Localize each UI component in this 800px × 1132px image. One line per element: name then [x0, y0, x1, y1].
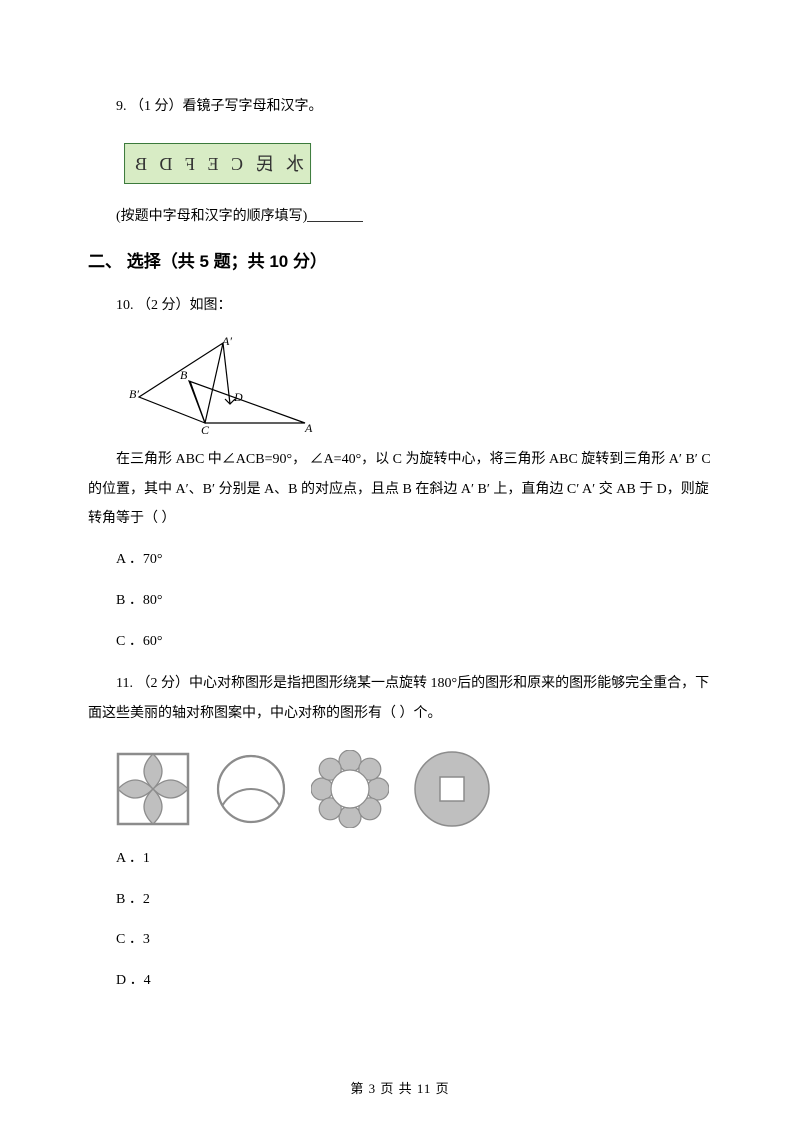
q11-opt-a: A ．1: [88, 846, 712, 873]
q9-note: (按题中字母和汉字的顺序填写): [88, 204, 712, 231]
shape-flower: [311, 750, 389, 828]
svg-text:B: B: [180, 368, 188, 382]
q11-number: 11. （2 分）中心对称图形是指把图形绕某一点旋转 180°后的图形和原来的图…: [88, 669, 712, 728]
shape-petals-square: [116, 752, 190, 826]
mirror-chars: 水 民 C E F D B: [131, 154, 304, 174]
q10-body: 在三角形 ABC 中∠ACB=90°， ∠A=40°，以 C 为旋转中心，将三角…: [88, 445, 712, 533]
q9-note-prefix: (按题中字母和汉字的顺序填写): [116, 209, 307, 224]
q11-opt-b: B ．2: [88, 887, 712, 914]
fill-blank: [307, 207, 363, 222]
shape-coin: [413, 750, 491, 828]
q10-number: 10. （2 分）如图：: [88, 293, 712, 320]
q9-number: 9. （1 分）看镜子写字母和汉字。: [88, 94, 712, 121]
section-2-heading: 二、 选择（共 5 题；共 10 分）: [88, 246, 712, 278]
q10-opt-b: B ．80°: [88, 588, 712, 615]
q11-opt-c: C ．3: [88, 927, 712, 954]
svg-text:B′: B′: [129, 387, 139, 401]
q10-opt-a: A ．70°: [88, 547, 712, 574]
page-footer: 第 3 页 共 11 页: [0, 1077, 800, 1102]
shape-three-arc-circle: [214, 752, 288, 826]
q11-shapes: [116, 750, 712, 828]
svg-text:A: A: [304, 421, 313, 435]
svg-text:A′: A′: [221, 335, 232, 348]
q11-opt-d: D ．4: [88, 968, 712, 995]
mirror-text-box: 水 民 C E F D B: [124, 143, 311, 184]
svg-text:D: D: [233, 390, 243, 404]
svg-text:C: C: [201, 423, 210, 435]
q10-opt-c: C ．60°: [88, 629, 712, 656]
q10-triangle-diagram: A A′ B B′ C D: [127, 335, 317, 435]
